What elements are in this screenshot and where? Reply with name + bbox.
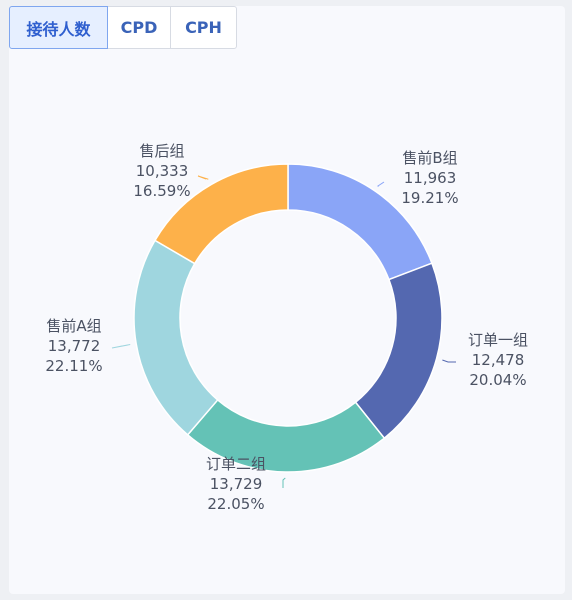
label-leader-line bbox=[282, 477, 286, 488]
slice-percent-label: 16.59% bbox=[133, 182, 190, 200]
slice-label: 订单一组 12,478 20.04% bbox=[468, 331, 528, 389]
slice-value-label: 10,333 bbox=[136, 162, 189, 180]
slice-label: 售前A组 13,772 22.11% bbox=[45, 317, 102, 375]
slice-label: 订单二组 13,729 22.05% bbox=[206, 455, 266, 513]
slice-value-label: 11,963 bbox=[404, 169, 457, 187]
metric-tabs: 接待人数 CPD CPH bbox=[9, 6, 237, 49]
label-leader-line bbox=[376, 181, 385, 187]
tab-cph[interactable]: CPH bbox=[170, 6, 237, 49]
label-leader-line bbox=[111, 344, 131, 349]
slice-label: 售前B组 11,963 19.21% bbox=[401, 149, 458, 207]
slice-name-label: 售前A组 bbox=[46, 317, 101, 335]
slice-label: 售后组 10,333 16.59% bbox=[133, 142, 190, 200]
tab-reception-count[interactable]: 接待人数 bbox=[9, 6, 108, 49]
slice-percent-label: 19.21% bbox=[401, 189, 458, 207]
slice-percent-label: 22.05% bbox=[207, 495, 264, 513]
slice-name-label: 订单二组 bbox=[206, 455, 266, 473]
slice-value-label: 13,729 bbox=[210, 475, 263, 493]
donut-slice[interactable] bbox=[354, 262, 443, 440]
donut-slice[interactable] bbox=[153, 163, 289, 265]
slice-value-label: 12,478 bbox=[472, 351, 525, 369]
slice-percent-label: 22.11% bbox=[45, 357, 102, 375]
slice-value-label: 13,772 bbox=[48, 337, 101, 355]
slice-percent-label: 20.04% bbox=[469, 371, 526, 389]
chart-panel bbox=[9, 6, 565, 594]
slice-name-label: 售后组 bbox=[139, 142, 184, 160]
slice-name-label: 订单一组 bbox=[468, 331, 528, 349]
slice-name-label: 售前B组 bbox=[402, 149, 457, 167]
label-leader-line bbox=[442, 359, 456, 363]
donut-slice[interactable] bbox=[133, 239, 219, 436]
label-leader-line bbox=[197, 175, 209, 180]
